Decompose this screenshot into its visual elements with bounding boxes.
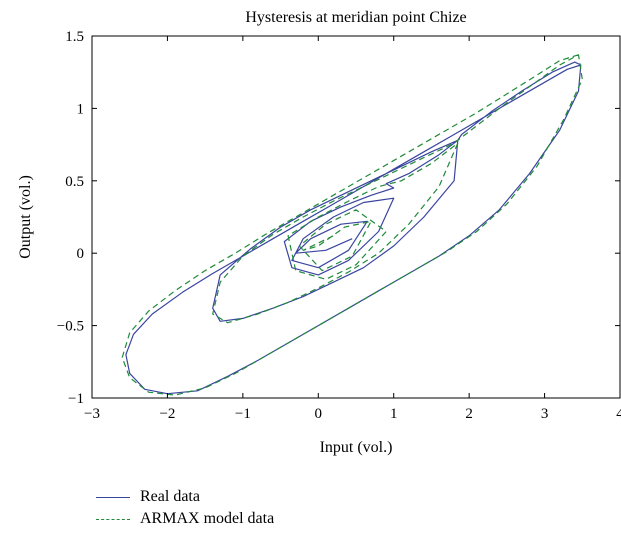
ticks-layer: −3 −2 −1 0 1 2 3 4 −1 −0.5 0 0.5 1 1.5 [57, 29, 621, 422]
x-tick-label: 4 [616, 406, 621, 422]
legend-swatch-dashed-line [96, 518, 130, 520]
y-tick-label: 0.5 [65, 174, 84, 190]
y-tick-label: 0 [77, 246, 85, 262]
plot-frame [91, 35, 621, 399]
x-tick-label: −1 [235, 406, 251, 422]
y-tick-label: −1 [68, 391, 84, 407]
chart-title: Hysteresis at meridian point Chize [245, 9, 466, 26]
y-tick-label: 1 [77, 101, 85, 117]
x-tick-label: 3 [541, 406, 549, 422]
series-layer [121, 54, 583, 396]
legend-item-real-data: Real data [96, 486, 274, 508]
x-tick-label: 2 [465, 406, 473, 422]
y-tick-label: −0.5 [57, 319, 84, 335]
legend-label-armax-model-data: ARMAX model data [140, 510, 275, 527]
x-tick-label: −3 [84, 406, 100, 422]
x-tick-label: 0 [315, 406, 323, 422]
plot-area: −3 −2 −1 0 1 2 3 4 −1 −0.5 0 0.5 1 1.5 [57, 29, 621, 422]
series-line-armax-model-data [121, 54, 583, 396]
legend-label-real-data: Real data [140, 488, 200, 505]
x-tick-label: −2 [159, 406, 175, 422]
y-tick-label: 1.5 [65, 29, 84, 45]
legend-item-armax-model-data: ARMAX model data [96, 508, 274, 530]
y-axis-label: Output (vol.) [17, 175, 34, 259]
series-line-real-data [125, 61, 582, 395]
legend: Real data ARMAX model data [96, 486, 274, 530]
x-tick-label: 1 [390, 406, 398, 422]
x-axis-label: Input (vol.) [320, 439, 393, 456]
legend-swatch-solid-line [96, 496, 130, 498]
